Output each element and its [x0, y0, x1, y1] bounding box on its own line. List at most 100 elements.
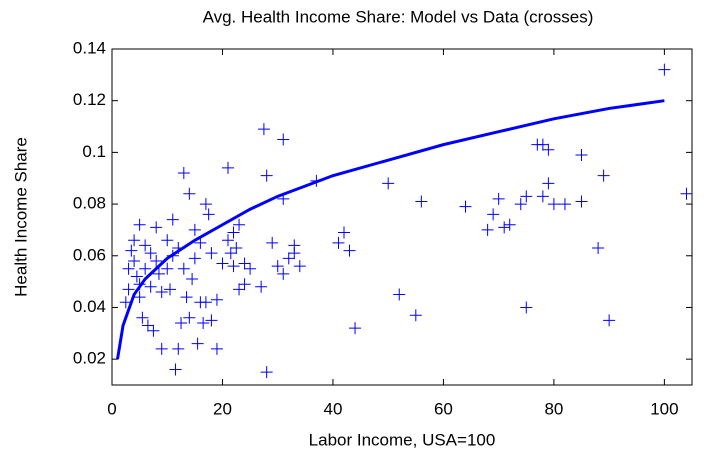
data-cross: [133, 218, 146, 231]
data-cross: [288, 247, 301, 260]
data-cross: [266, 236, 279, 249]
data-cross: [343, 244, 356, 257]
chart-title: Avg. Health Income Share: Model vs Data …: [203, 7, 594, 26]
y-axis-label: Health Income Share: [11, 137, 30, 297]
data-cross: [224, 247, 237, 260]
x-tick-label: 60: [434, 399, 453, 418]
data-cross: [233, 283, 246, 296]
data-cross: [133, 278, 146, 291]
data-cross: [172, 242, 185, 255]
data-cross: [492, 192, 505, 205]
data-cross: [136, 311, 149, 324]
data-cross: [382, 177, 395, 190]
data-cross: [186, 273, 199, 286]
data-cross: [144, 247, 157, 260]
data-cross: [122, 262, 135, 275]
data-cross: [536, 138, 549, 151]
data-cross: [155, 285, 168, 298]
data-cross: [119, 296, 132, 309]
y-tick-label: 0.02: [73, 349, 106, 368]
data-cross: [238, 257, 251, 270]
x-tick-label: 40: [323, 399, 342, 418]
data-cross: [210, 342, 223, 355]
data-cross: [542, 177, 555, 190]
y-tick-label: 0.04: [73, 297, 106, 316]
data-cross: [592, 242, 605, 255]
data-cross: [332, 236, 345, 249]
data-cross: [147, 324, 160, 337]
data-cross: [338, 226, 350, 239]
data-cross: [310, 174, 323, 187]
data-cross: [191, 337, 204, 350]
data-cross: [161, 262, 174, 275]
data-cross: [175, 316, 188, 329]
data-cross: [155, 342, 168, 355]
data-cross: [575, 148, 588, 161]
data-cross: [597, 169, 610, 182]
data-cross: [122, 283, 135, 296]
plot-frame: [111, 48, 693, 386]
data-cross: [244, 262, 257, 275]
data-cross: [282, 252, 295, 265]
data-cross: [205, 314, 218, 327]
data-cross: [169, 363, 182, 376]
data-cross: [177, 262, 190, 275]
data-cross: [139, 239, 152, 252]
data-cross: [139, 262, 152, 275]
data-cross: [487, 208, 500, 221]
data-cross: [166, 249, 179, 262]
data-cross: [349, 322, 362, 335]
data-cross: [230, 242, 243, 255]
data-cross: [172, 342, 185, 355]
data-cross: [393, 288, 406, 301]
data-cross: [498, 221, 511, 234]
y-tick-label: 0.1: [82, 142, 106, 161]
data-cross: [227, 260, 240, 273]
data-cross: [277, 267, 290, 280]
data-cross: [520, 190, 533, 203]
data-cross: [194, 236, 207, 249]
data-cross: [199, 296, 212, 309]
data-cross: [177, 167, 190, 180]
y-tick-label: 0.08: [73, 194, 106, 213]
x-tick-label: 0: [107, 399, 116, 418]
data-cross: [481, 223, 494, 236]
data-cross: [164, 283, 176, 296]
data-cross: [271, 260, 284, 273]
data-cross: [216, 257, 229, 270]
data-cross: [257, 123, 270, 136]
data-cross: [202, 208, 215, 221]
data-cross: [150, 254, 163, 267]
data-cross: [409, 309, 422, 322]
data-cross: [133, 291, 146, 304]
data-cross: [199, 198, 212, 211]
data-cross: [222, 234, 234, 247]
data-cross: [575, 195, 588, 208]
data-cross: [180, 291, 193, 304]
data-cross: [150, 221, 163, 234]
data-cross: [183, 311, 196, 324]
data-cross: [210, 293, 223, 306]
data-cross: [277, 133, 290, 146]
data-cross: [188, 223, 201, 236]
data-cross: [141, 319, 154, 332]
data-cross: [183, 187, 196, 200]
data-cross: [222, 161, 234, 174]
data-cross: [547, 198, 560, 211]
data-cross: [188, 252, 201, 265]
data-cross: [520, 301, 533, 314]
data-cross: [152, 267, 165, 280]
x-tick-label: 100: [650, 399, 678, 418]
x-axis-label: Labor Income, USA=100: [309, 430, 496, 449]
data-cross: [144, 280, 157, 293]
data-cross: [197, 316, 210, 329]
data-cross: [227, 226, 240, 239]
data-cross: [536, 190, 549, 203]
data-cross: [260, 169, 273, 182]
data-cross: [503, 218, 516, 231]
data-cross: [166, 213, 179, 226]
data-cross: [205, 247, 218, 260]
y-tick-label: 0.06: [73, 245, 106, 264]
